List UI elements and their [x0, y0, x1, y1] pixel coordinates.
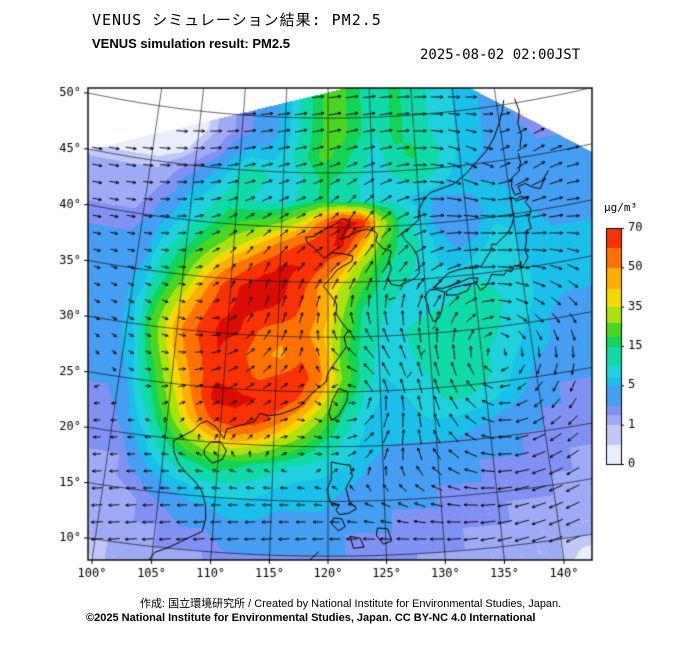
footer-credit-line: 作成: 国立環境研究所 / Created by National Instit…: [140, 598, 562, 610]
title-english: VENUS simulation result: PM2.5: [92, 36, 290, 51]
colorbar-unit-label: μg/m³: [604, 201, 638, 214]
valid-timestamp: 2025-08-02 02:00JST: [420, 47, 581, 63]
title-japanese: VENUS シミュレーション結果: PM2.5: [92, 11, 382, 29]
footer-license-line: ©2025 National Institute for Environment…: [86, 612, 536, 624]
